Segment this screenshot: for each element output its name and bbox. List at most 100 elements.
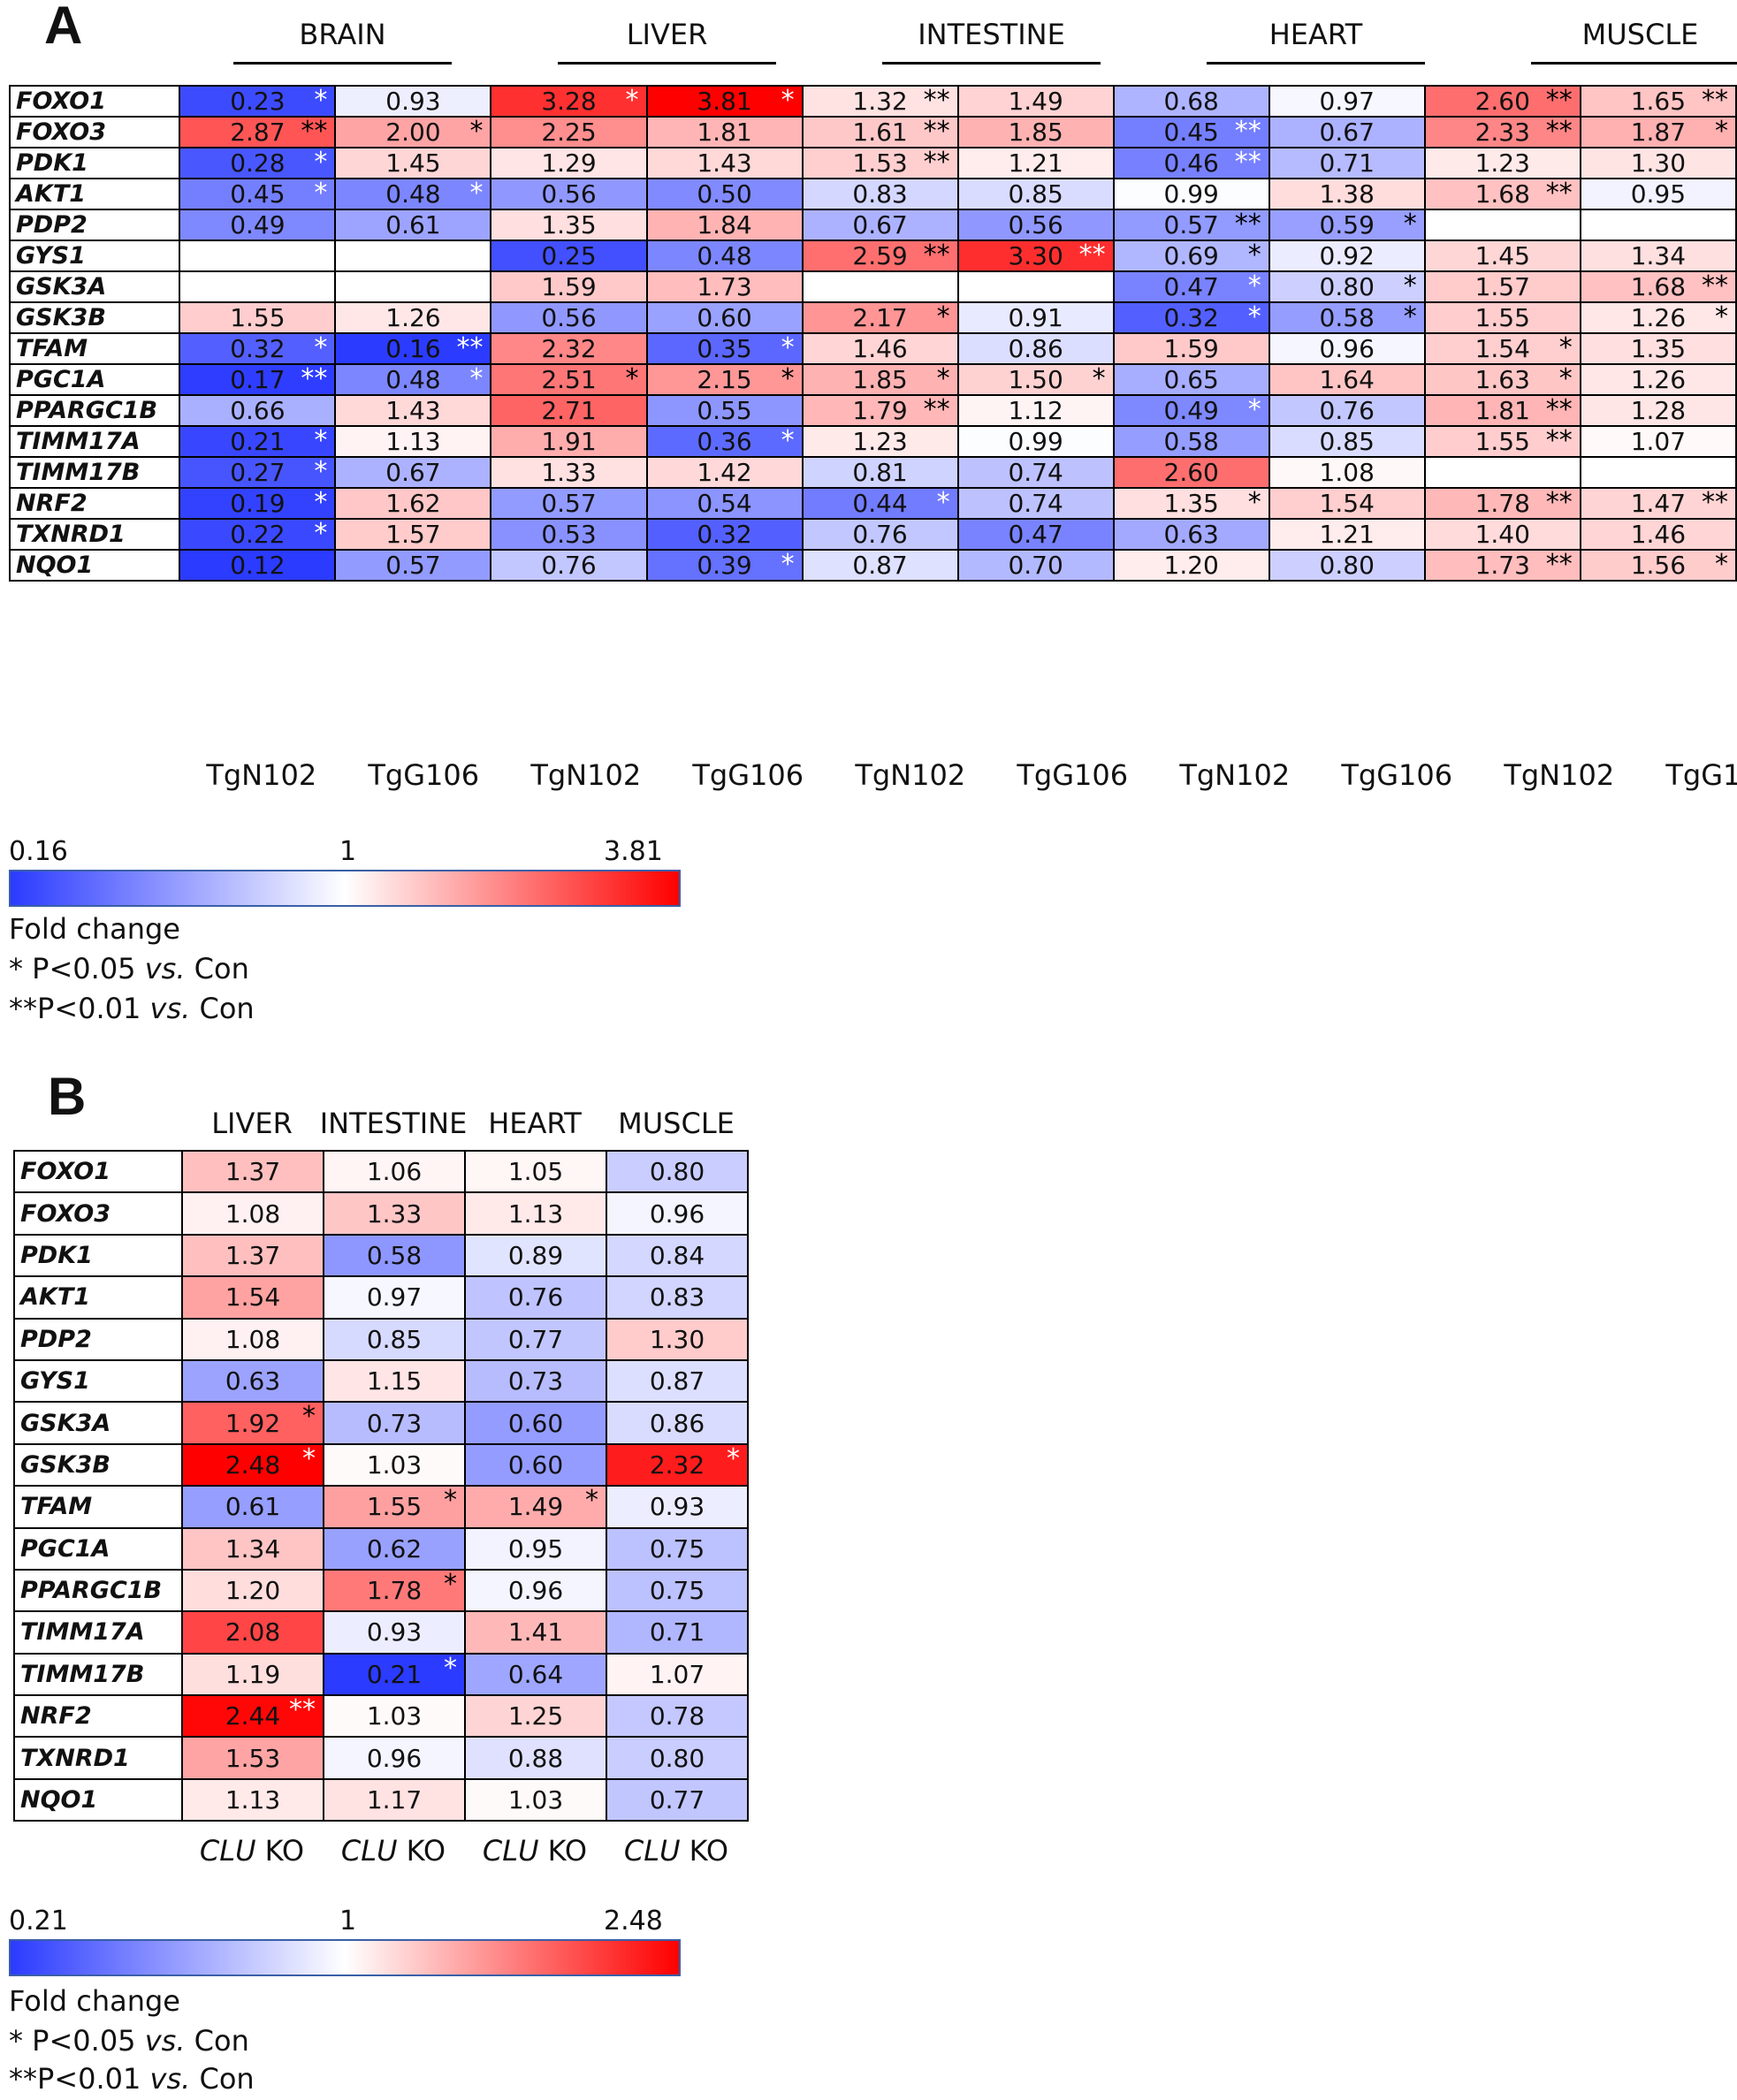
heatmap-cell: 0.45 ** (1112, 116, 1270, 148)
cell-value: 1.54 (1319, 489, 1375, 518)
panel-a-scale-mid: 1 (339, 836, 357, 867)
cell-value: 0.32 (697, 520, 752, 549)
significance-mark: * (1715, 301, 1728, 332)
cell-value: 2.87 (230, 118, 286, 147)
heatmap-cell: 0.16 ** (334, 332, 492, 365)
heatmap-row: PDP2 1.08 0.85 0.77 1.30 (13, 1317, 749, 1361)
cell-value: 1.23 (852, 427, 908, 456)
heatmap-cell (1423, 209, 1581, 241)
cell-value: 0.59 (1319, 210, 1375, 240)
heatmap-cell: 0.32 (645, 518, 804, 551)
cell-value: 1.56 (1630, 551, 1687, 580)
gene-label: TFAM (13, 1485, 183, 1529)
heatmap-cell: 0.86 (956, 332, 1115, 365)
heatmap-row: PPARGC1B 1.20 1.78 * 0.96 0.75 (13, 1568, 749, 1613)
column-label: TgN102 (855, 758, 966, 792)
heatmap-cell: 0.47 * (1112, 270, 1270, 303)
cell-value: 0.99 (1163, 179, 1219, 209)
panel-b-scale-min: 0.21 (9, 1906, 68, 1936)
heatmap-cell: 0.83 (801, 178, 959, 210)
heatmap-cell: 0.80 (606, 1736, 749, 1780)
heatmap-row: TFAM 0.32 * 0.16 ** 2.32 0.35 * 1.46 0.86 1.59 0.96… (8, 332, 1737, 365)
cell-value: 0.96 (366, 1743, 423, 1773)
cell-value: 2.59 (852, 241, 908, 270)
cell-value: 0.58 (366, 1240, 423, 1270)
heatmap-row: NRF2 2.44 ** 1.03 1.25 0.78 (13, 1694, 749, 1739)
heatmap-row: TXNRD1 0.22 * 1.57 0.53 0.32 0.76 0.47 0.63 1.21 1… (8, 518, 1737, 551)
heatmap-cell: 1.53 (181, 1736, 324, 1780)
heatmap-cell: 0.60 (464, 1442, 607, 1488)
gene-label: AKT1 (8, 178, 181, 210)
cell-value: 0.85 (1319, 427, 1375, 456)
cell-value: 0.67 (852, 210, 908, 240)
cell-value: 1.49 (507, 1492, 564, 1522)
significance-mark: * (314, 178, 328, 209)
heatmap-cell: 0.97 (323, 1275, 466, 1320)
cell-value: 1.21 (1319, 520, 1375, 549)
cell-value: 1.87 (1630, 118, 1687, 147)
heatmap-cell: 3.81 * (645, 85, 804, 118)
heatmap-cell: 0.58 (323, 1233, 466, 1278)
heatmap-cell: 1.08 (181, 1191, 324, 1236)
heatmap-cell: 3.28 * (490, 85, 648, 118)
panel-a-scale-label: Fold change (9, 912, 180, 946)
heatmap-cell: 0.74 (956, 456, 1115, 489)
heatmap-cell: 0.23 * (179, 85, 337, 118)
heatmap-cell: 1.78 * (323, 1568, 466, 1613)
cell-value: 1.73 (697, 272, 752, 301)
heatmap-cell: 1.37 (181, 1149, 324, 1194)
heatmap-cell: 2.44 ** (181, 1694, 324, 1739)
cell-value: 0.48 (385, 365, 441, 394)
heatmap-row: PDP2 0.49 0.61 1.35 1.84 0.67 0.56 0.57 ** 0.59 * (8, 209, 1737, 241)
significance-mark: * (1403, 301, 1417, 332)
heatmap-cell: 0.60 (464, 1401, 607, 1445)
cell-value: 2.48 (225, 1449, 281, 1480)
cell-value: 0.54 (697, 489, 752, 518)
cell-value: 0.88 (507, 1743, 564, 1773)
column-label: TgN102 (1504, 758, 1615, 792)
heatmap-cell: 1.03 (464, 1777, 607, 1822)
column-label: TgG106 (1017, 758, 1129, 792)
cell-value: 2.25 (541, 118, 597, 147)
significance-mark: * (469, 363, 484, 394)
gene-label: GYS1 (8, 240, 181, 272)
gene-label: AKT1 (13, 1275, 183, 1320)
cell-value: 1.59 (541, 272, 597, 301)
heatmap-cell: 0.49 (179, 209, 337, 241)
panel-a-heatmap: FOXO1 0.23 * 0.93 3.28 * 3.81 * 1.32 ** 1.49 0.68 0.… (8, 85, 1737, 582)
panel-b-scale-max: 2.48 (604, 1906, 663, 1936)
heatmap-cell: 1.81 ** (1423, 394, 1581, 427)
heatmap-cell: 0.74 (956, 487, 1115, 520)
cell-value: 0.61 (385, 210, 441, 240)
cell-value: 1.55 (230, 303, 286, 332)
significance-mark: * (1247, 240, 1261, 270)
cell-value: 0.56 (541, 303, 597, 332)
significance-mark: * (444, 1485, 457, 1517)
significance-mark: ** (1545, 487, 1573, 518)
significance-mark: * (781, 85, 795, 116)
cell-value: 1.03 (366, 1701, 423, 1731)
heatmap-cell: 1.41 (464, 1610, 607, 1655)
heatmap-cell: 0.93 (323, 1610, 466, 1655)
panel-b-legend-sig1: * P<0.05 vs. Con (9, 2024, 249, 2058)
cell-value: 0.71 (1319, 148, 1375, 178)
cell-value: 1.19 (225, 1659, 281, 1689)
heatmap-cell: 1.43 (334, 394, 492, 427)
heatmap-cell (334, 240, 492, 272)
heatmap-cell: 0.96 (1268, 332, 1426, 365)
heatmap-cell: 1.73 (645, 270, 804, 303)
heatmap-cell: 0.89 (464, 1233, 607, 1278)
column-label: TgN102 (1179, 758, 1291, 792)
significance-mark: ** (923, 85, 950, 116)
heatmap-row: GSK3B 1.55 1.26 0.56 0.60 2.17 * 0.91 0.32 * 0.58 *… (8, 301, 1737, 334)
heatmap-cell: 0.86 (606, 1401, 749, 1445)
significance-mark: * (625, 85, 639, 116)
gene-label: TIMM17A (8, 425, 181, 458)
heatmap-cell: 0.67 (801, 209, 959, 241)
heatmap-cell: 0.48 (645, 240, 804, 272)
cell-value: 0.57 (385, 551, 441, 580)
heatmap-row: GSK3A 1.59 1.73 0.47 * 0.80 * 1.57 1.68 ** (8, 270, 1737, 303)
cell-value: 0.19 (230, 489, 286, 518)
heatmap-cell: 0.39 * (645, 549, 804, 582)
heatmap-cell: 0.80 (1268, 549, 1426, 582)
